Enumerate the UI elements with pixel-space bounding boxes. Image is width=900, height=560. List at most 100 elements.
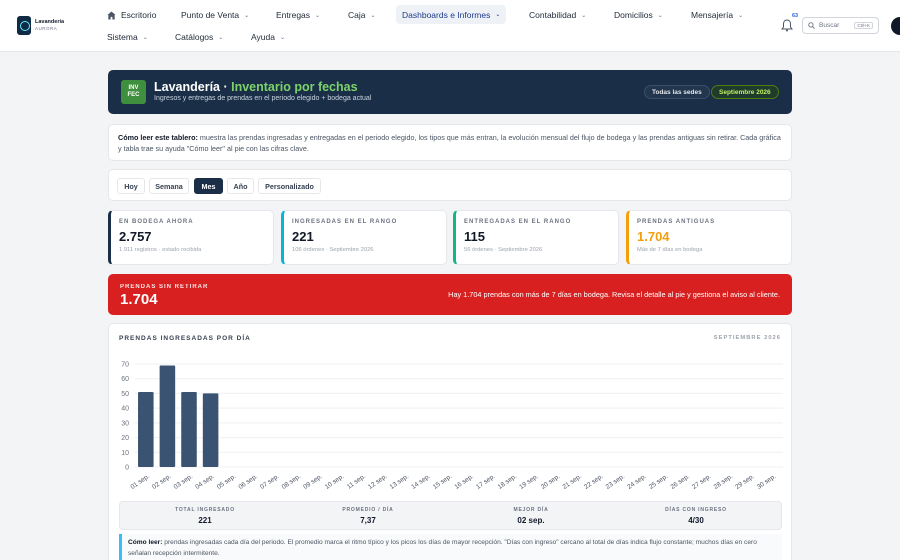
bar: [202, 393, 219, 467]
page-subtitle: Ingresos y entregas de prendas en el per…: [154, 95, 372, 102]
x-tick-label: 10 sep.: [324, 473, 346, 491]
alert-value: 1.704: [120, 291, 158, 308]
chevron-down-icon: ⌄: [315, 12, 321, 19]
y-tick-label: 70: [121, 362, 129, 369]
nav-ayuda[interactable]: Ayuda ⌄: [251, 28, 285, 46]
bell-icon[interactable]: [781, 19, 793, 32]
kpi-value: 2.757: [119, 229, 152, 244]
range-semana-button[interactable]: Semana: [149, 178, 189, 194]
search-box[interactable]: Buscar Ctrl+K: [802, 17, 879, 34]
bar: [181, 391, 197, 467]
x-tick-label: 29 sep.: [734, 473, 756, 491]
nav-label: Ayuda: [251, 32, 275, 42]
page-title: Lavandería · Inventario por fechas: [154, 80, 358, 94]
nav-catalogos[interactable]: Catálogos ⌄: [175, 28, 223, 46]
range-ano-button[interactable]: Año: [227, 178, 254, 194]
nav-punto-de-venta[interactable]: Punto de Venta ⌄: [181, 6, 249, 24]
bar: [159, 365, 176, 467]
chart-help-note: Cómo leer: prendas ingresadas cada día d…: [119, 534, 782, 560]
x-tick-label: 23 sep.: [605, 473, 627, 491]
chevron-down-icon: ⌄: [581, 12, 587, 19]
kpi-sub: 56 órdenes · Septiembre 2026: [464, 247, 543, 253]
range-personalizado-button[interactable]: Personalizado: [258, 178, 321, 194]
chart-period: Septiembre 2026: [713, 335, 781, 341]
nav-escritorio[interactable]: Escritorio: [107, 6, 156, 24]
x-tick-label: 27 sep.: [691, 473, 713, 491]
nav-label: Dashboards e Informes: [402, 9, 491, 20]
x-tick-label: 17 sep.: [475, 473, 497, 491]
brand-tagline: AURORA: [35, 25, 58, 31]
brand-logo[interactable]: Lavandería AURORA: [17, 16, 64, 35]
chevron-down-icon: ⌄: [657, 12, 663, 19]
stat-total: Total ingresado 221: [175, 507, 235, 525]
kpi-label: Entregadas en el rango: [464, 219, 572, 225]
nav-contabilidad[interactable]: Contabilidad ⌄: [529, 6, 586, 24]
search-shortcut: Ctrl+K: [854, 22, 873, 29]
x-tick-label: 15 sep.: [432, 473, 454, 491]
x-tick-label: 28 sep.: [713, 473, 735, 491]
x-tick-label: 16 sep.: [453, 473, 475, 491]
kpi-sub: 106 órdenes · Septiembre 2026: [292, 247, 374, 253]
x-tick-label: 04 sep.: [194, 473, 216, 491]
y-tick-label: 60: [121, 376, 129, 383]
kpi-value: 115: [464, 229, 485, 244]
chart-stats: Total ingresado 221 Promedio / día 7,37 …: [119, 501, 782, 530]
nav-caja[interactable]: Caja ⌄: [348, 6, 376, 24]
y-tick-label: 20: [121, 435, 129, 442]
chevron-down-icon: ⌄: [495, 12, 501, 18]
bar-chart: 0 10 20 30 40 50 60 70 01 sep. 02 sep. 03 sep. 04 s…: [121, 362, 783, 491]
alert-message: Hay 1.704 prendas con más de 7 días en b…: [448, 290, 780, 299]
x-tick-label: 20 sep.: [540, 473, 562, 491]
range-hoy-button[interactable]: Hoy: [117, 178, 145, 194]
y-tick-label: 30: [121, 420, 129, 427]
x-tick-label: 12 sep.: [367, 473, 389, 491]
nav-domicilios[interactable]: Domicilios ⌄: [614, 6, 663, 24]
x-tick-label: 11 sep.: [346, 473, 367, 491]
page-header: INV FEC Lavandería · Inventario por fech…: [108, 70, 792, 114]
top-navbar: Lavandería AURORA Escritorio Punto de Ve…: [0, 0, 900, 52]
period-pill[interactable]: Septiembre 2026: [711, 85, 779, 99]
x-tick-label: 01 sep.: [129, 473, 151, 491]
x-tick-label: 25 sep.: [648, 473, 670, 491]
x-tick-label: 24 sep.: [626, 473, 648, 491]
notification-badge: 63: [792, 13, 799, 19]
x-tick-label: 08 sep.: [281, 473, 303, 491]
nav-label: Contabilidad: [529, 10, 577, 20]
nav-label: Domicilios: [614, 10, 653, 20]
kpi-card: Prendas antiguas 1.704 Más de 7 días en …: [626, 210, 792, 265]
stat-best-day: Mejor día 02 sep.: [513, 507, 549, 525]
x-tick-label: 26 sep.: [669, 473, 691, 491]
kpi-value: 1.704: [637, 229, 670, 244]
stat-days-with-intake: Días con ingreso 4/30: [665, 507, 727, 525]
nav-label: Escritorio: [121, 10, 157, 20]
nav-label: Mensajería: [691, 10, 734, 20]
kpi-label: En bodega ahora: [119, 219, 194, 225]
chevron-down-icon: ⌄: [279, 34, 285, 41]
nav-dashboards-informes[interactable]: Dashboards e Informes ⌄: [396, 5, 507, 24]
y-tick-label: 40: [121, 406, 129, 413]
x-tick-label: 02 sep.: [151, 473, 173, 491]
nav-mensajeria[interactable]: Mensajería ⌄: [691, 6, 743, 24]
brand-name: Lavandería: [35, 19, 65, 25]
avatar[interactable]: [891, 17, 900, 35]
x-tick-label: 05 sep.: [216, 473, 238, 491]
nav-sistema[interactable]: Sistema ⌄: [107, 28, 148, 46]
kpi-card: Entregadas en el rango 115 56 órdenes · …: [453, 210, 619, 265]
bar: [138, 391, 154, 467]
kpi-sub: Más de 7 días en bodega: [637, 247, 703, 253]
inventory-badge: INV FEC: [121, 80, 146, 104]
scope-pill[interactable]: Todas las sedes: [644, 85, 710, 99]
kpi-sub: 1.911 registros · estado recibida: [119, 247, 202, 253]
search-placeholder: Buscar: [819, 22, 840, 29]
x-tick-label: 09 sep.: [302, 473, 324, 491]
nav-entregas[interactable]: Entregas ⌄: [276, 6, 320, 24]
search-icon: [808, 22, 815, 29]
x-tick-label: 22 sep.: [583, 473, 605, 491]
x-tick-label: 30 sep.: [756, 473, 778, 491]
x-tick-label: 13 sep.: [389, 473, 411, 491]
range-mes-button[interactable]: Mes: [194, 178, 223, 194]
x-tick-label: 07 sep.: [259, 473, 281, 491]
chevron-down-icon: ⌄: [142, 34, 148, 41]
kpi-card: En bodega ahora 2.757 1.911 registros · …: [108, 210, 274, 265]
x-tick-label: 21 sep.: [561, 473, 583, 491]
